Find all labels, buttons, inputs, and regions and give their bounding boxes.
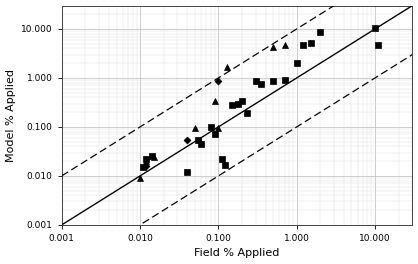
X-axis label: Field % Applied: Field % Applied — [194, 248, 280, 258]
Y-axis label: Model % Applied: Model % Applied — [5, 69, 15, 162]
